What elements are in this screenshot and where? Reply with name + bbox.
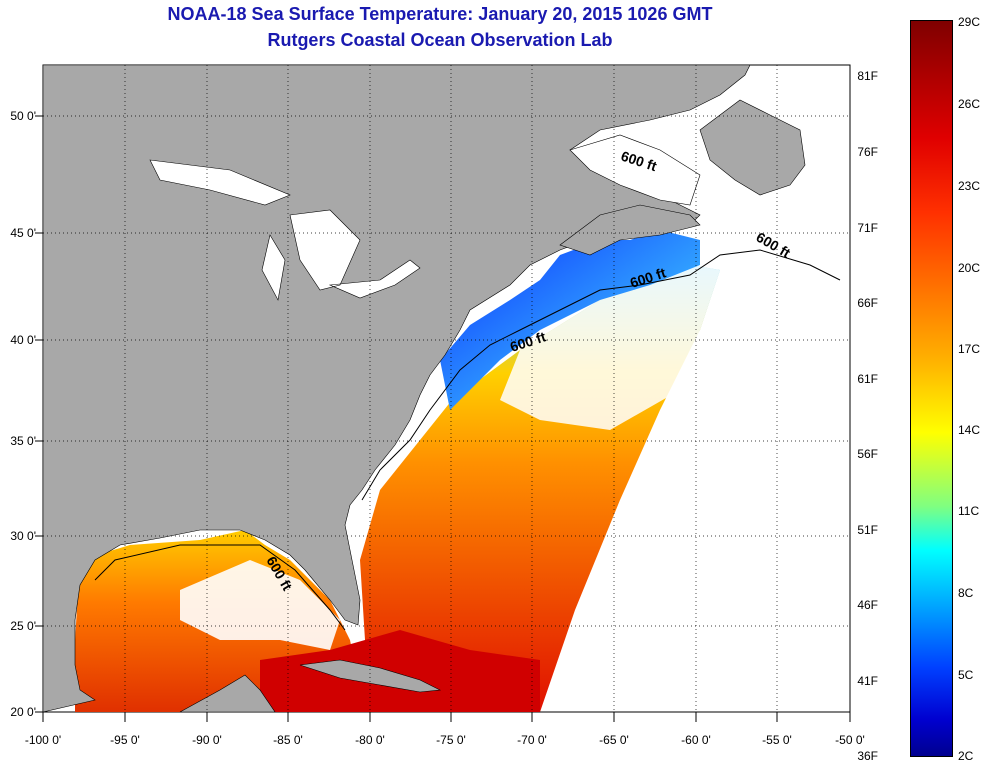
yucatan-land <box>179 674 276 713</box>
st-lawrence-water <box>569 134 701 206</box>
colorbar-c-label: 5C <box>958 668 974 682</box>
cloud-cover <box>500 260 720 430</box>
lat-label: 30 0' <box>10 529 36 543</box>
colorbar-c-label: 23C <box>958 179 981 193</box>
lat-label: 35 0' <box>10 434 36 448</box>
colorbar-f-label: 71F <box>857 221 878 235</box>
lat-label: 25 0' <box>10 619 36 633</box>
map-subtitle: Rutgers Coastal Ocean Observation Lab <box>267 30 613 50</box>
lon-label: -60 0' <box>681 733 711 747</box>
lat-label: 40 0' <box>10 333 36 347</box>
lon-label: -85 0' <box>273 733 303 747</box>
lon-label: -95 0' <box>110 733 140 747</box>
colorbar-f-label: 56F <box>857 447 878 461</box>
lat-label: 45 0' <box>10 226 36 240</box>
colorbar-f-label: 66F <box>857 296 878 310</box>
colorbar-f-label: 41F <box>857 674 878 688</box>
caribbean-sst <box>260 630 540 712</box>
lon-label: -55 0' <box>762 733 792 747</box>
temperature-colorbar <box>910 20 953 757</box>
map-title: NOAA-18 Sea Surface Temperature: January… <box>167 4 713 24</box>
colorbar-c-label: 2C <box>958 749 974 763</box>
great-lakes <box>149 159 421 301</box>
lon-label: -50 0' <box>835 733 865 747</box>
colorbar-c-label: 29C <box>958 15 981 29</box>
colorbar-c-label: 8C <box>958 586 974 600</box>
lon-label: -100 0' <box>24 733 62 747</box>
colorbar-f-label: 81F <box>857 69 878 83</box>
colorbar-f-label: 46F <box>857 598 878 612</box>
colorbar-f-label: 51F <box>857 523 878 537</box>
lon-label: -80 0' <box>355 733 385 747</box>
colorbar-c-label: 14C <box>958 423 981 437</box>
colorbar-c-label: 20C <box>958 261 981 275</box>
colorbar-f-label: 61F <box>857 372 878 386</box>
colorbar-c-label: 26C <box>958 97 981 111</box>
lon-label: -65 0' <box>599 733 629 747</box>
newfoundland-land <box>699 99 806 196</box>
lon-label: -90 0' <box>192 733 222 747</box>
maritimes-land <box>559 204 701 256</box>
contour-600ft <box>94 249 841 631</box>
colorbar-c-label: 11C <box>958 504 980 518</box>
colorbar-f-label: 76F <box>857 145 878 159</box>
lon-label: -70 0' <box>517 733 547 747</box>
lat-label: 20 0' <box>10 705 36 719</box>
lat-label: 50 0' <box>10 109 36 123</box>
colorbar-f-label: 36F <box>857 749 878 763</box>
lon-label: -75 0' <box>436 733 466 747</box>
axis-ticks <box>35 115 851 722</box>
cuba-land <box>299 659 442 693</box>
colorbar-c-label: 17C <box>958 342 981 356</box>
shelf-cold-water <box>440 230 700 410</box>
graticule <box>43 65 850 712</box>
gulf-cloud <box>180 560 340 650</box>
